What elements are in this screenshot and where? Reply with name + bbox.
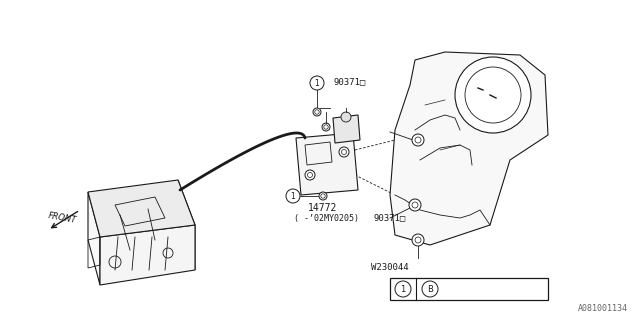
Text: 90371□: 90371□ (334, 77, 366, 86)
Circle shape (395, 281, 411, 297)
Text: A081001134: A081001134 (578, 304, 628, 313)
Circle shape (305, 170, 315, 180)
FancyBboxPatch shape (390, 278, 548, 300)
Circle shape (422, 281, 438, 297)
Circle shape (415, 237, 421, 243)
Circle shape (322, 123, 330, 131)
Text: 1: 1 (291, 191, 296, 201)
Circle shape (339, 147, 349, 157)
Text: B: B (427, 284, 433, 293)
Circle shape (342, 149, 346, 155)
Circle shape (286, 189, 300, 203)
Circle shape (341, 112, 351, 122)
Circle shape (415, 137, 421, 143)
Circle shape (313, 108, 321, 116)
Polygon shape (178, 180, 195, 270)
Circle shape (455, 57, 531, 133)
Text: 1: 1 (401, 284, 406, 293)
Text: W230044: W230044 (371, 263, 409, 273)
Circle shape (315, 110, 319, 114)
Circle shape (319, 192, 327, 200)
Circle shape (307, 172, 312, 178)
Circle shape (412, 202, 418, 208)
Text: 1: 1 (315, 78, 319, 87)
Polygon shape (333, 115, 360, 143)
Circle shape (412, 234, 424, 246)
Circle shape (412, 134, 424, 146)
Polygon shape (88, 192, 100, 285)
Circle shape (321, 194, 325, 198)
Text: FRONT: FRONT (47, 211, 77, 225)
Text: 14772: 14772 (308, 203, 337, 213)
Text: 047406120（2）: 047406120（2） (443, 284, 513, 294)
Polygon shape (88, 180, 195, 237)
Text: ( -’02MY0205): ( -’02MY0205) (294, 213, 359, 222)
Polygon shape (100, 225, 195, 285)
Circle shape (310, 76, 324, 90)
Circle shape (409, 199, 421, 211)
Polygon shape (296, 133, 358, 195)
Circle shape (324, 125, 328, 129)
Polygon shape (390, 52, 548, 245)
Text: 90371□: 90371□ (374, 213, 406, 222)
